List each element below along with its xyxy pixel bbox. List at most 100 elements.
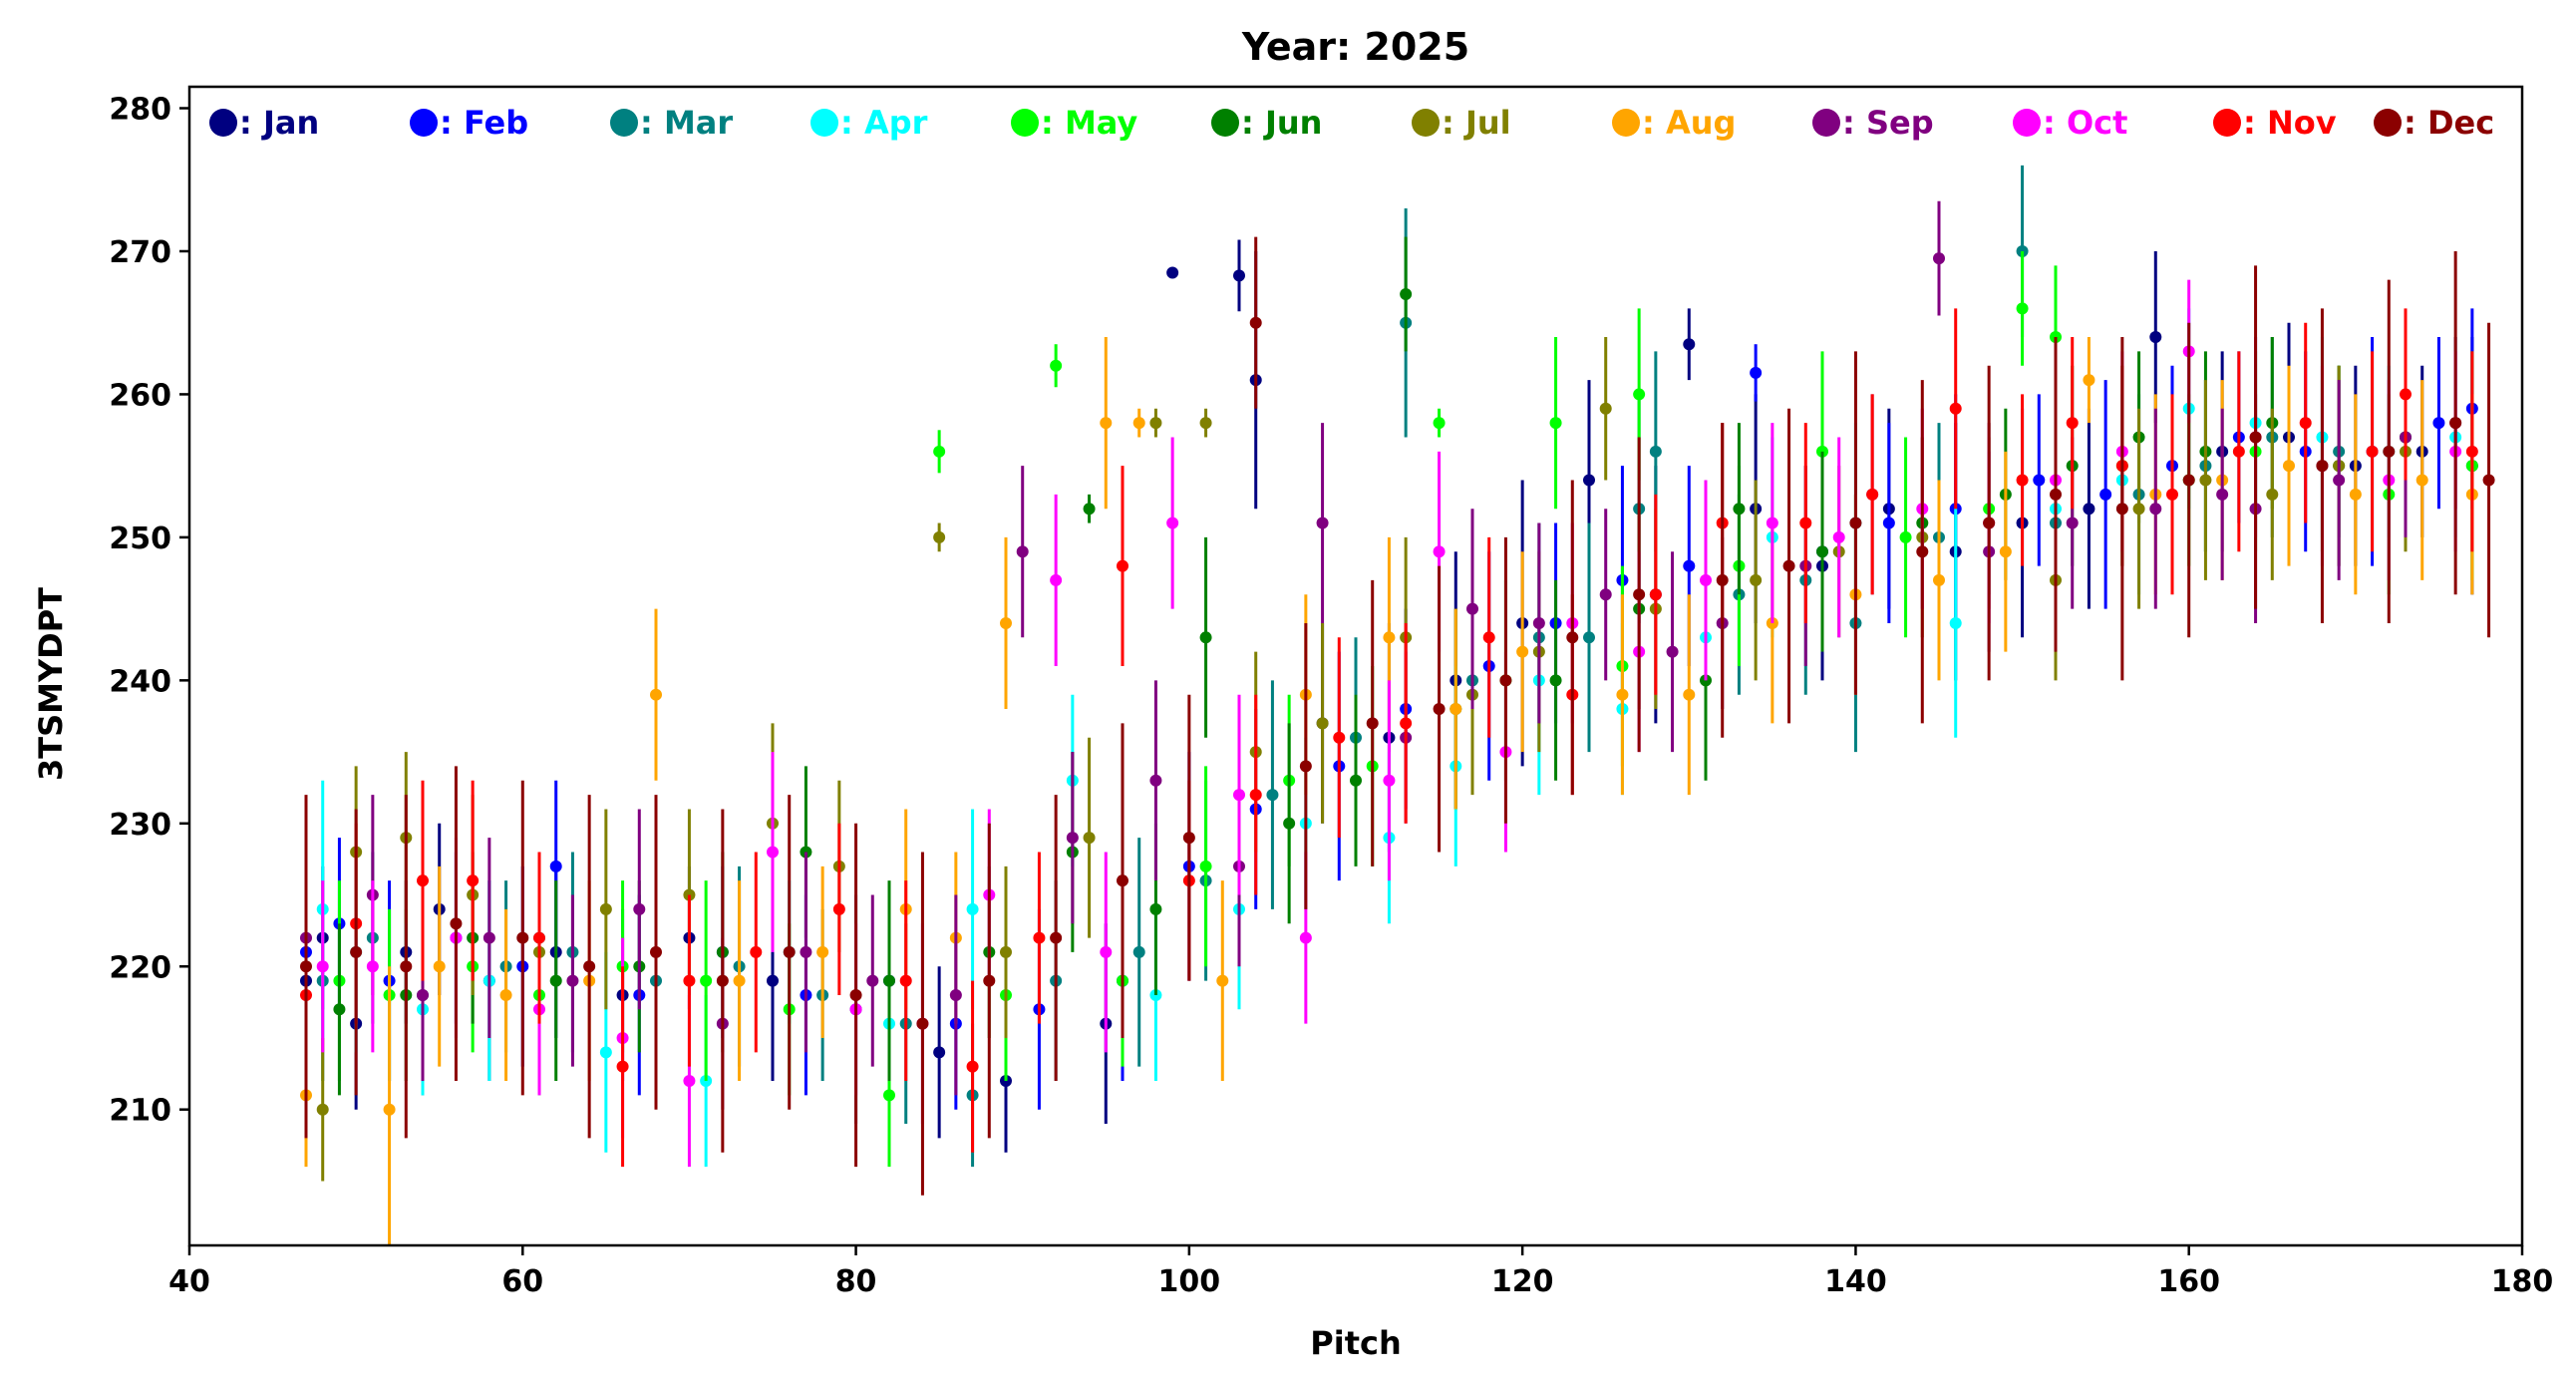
data-point [1433, 417, 1446, 430]
data-point [2083, 503, 2095, 516]
data-point [1083, 832, 1096, 845]
x-tick-label: 80 [835, 1264, 877, 1299]
data-point [1333, 731, 1346, 744]
data-point [549, 860, 562, 872]
data-point [2066, 417, 2079, 430]
data-point [1182, 832, 1195, 845]
data-point [1949, 402, 1962, 415]
legend-marker [1612, 109, 1640, 137]
legend-marker [1812, 109, 1840, 137]
data-point [1532, 616, 1545, 629]
series-jul [316, 337, 2412, 1182]
data-point [1050, 359, 1063, 372]
data-point [2166, 488, 2178, 501]
data-point [933, 445, 946, 458]
data-point [1949, 616, 1962, 629]
data-point [866, 974, 879, 987]
y-tick-label: 220 [109, 950, 171, 985]
data-point [1132, 417, 1145, 430]
data-point [300, 960, 312, 973]
legend-item: : Jul [1412, 104, 1511, 142]
legend-item: : Jan [209, 104, 319, 142]
data-point [1433, 545, 1446, 558]
data-point [1283, 817, 1296, 830]
data-point [1199, 417, 1212, 430]
data-point [1149, 902, 1162, 915]
data-point [1933, 252, 1945, 265]
data-point [1849, 517, 1862, 529]
data-point [700, 974, 713, 987]
x-tick-label: 40 [168, 1264, 210, 1299]
x-tick-label: 120 [1491, 1264, 1554, 1299]
legend-marker [2374, 109, 2402, 137]
data-point [783, 945, 796, 958]
data-point [1549, 417, 1562, 430]
data-point [1733, 503, 1746, 516]
data-point [1616, 688, 1629, 701]
data-point [1316, 517, 1329, 529]
data-point [1433, 703, 1446, 716]
data-point [2266, 488, 2279, 501]
data-point [2115, 503, 2128, 516]
legend-label: : Jun [1241, 104, 1322, 142]
data-point [2249, 431, 2262, 444]
data-point [1233, 269, 1245, 282]
data-point [616, 1060, 629, 1073]
data-point [1366, 717, 1379, 730]
data-point [800, 945, 812, 958]
legend-item: : Dec [2374, 104, 2494, 142]
data-point [1633, 588, 1646, 601]
data-point [1832, 530, 1845, 543]
data-point [832, 902, 845, 915]
legend-item: : Jun [1211, 104, 1322, 142]
data-point [1383, 631, 1396, 644]
data-point [1132, 945, 1145, 958]
data-point [1816, 545, 1828, 558]
chart-title: Year: 2025 [1241, 25, 1469, 69]
data-point [1299, 760, 1312, 773]
data-point [2149, 331, 2162, 344]
data-point [2366, 445, 2379, 458]
series-sep [300, 200, 2462, 1110]
data-point [2400, 388, 2412, 401]
data-point [1299, 931, 1312, 944]
data-point [1716, 573, 1729, 586]
data-point [1499, 674, 1512, 687]
data-point [2066, 517, 2079, 529]
legend-label: : Feb [440, 104, 528, 142]
legend-label: : Oct [2043, 104, 2127, 142]
data-point [599, 1046, 612, 1059]
data-point [1117, 559, 1128, 572]
plot-frame [187, 85, 2524, 1247]
legend-item: : Sep [1812, 104, 1934, 142]
data-point [1599, 402, 1612, 415]
data-point [2033, 474, 2046, 487]
data-point [533, 931, 545, 944]
data-point [549, 974, 562, 987]
data-point [1199, 631, 1212, 644]
data-point [417, 874, 429, 887]
data-point [1249, 316, 1262, 329]
data-point [1666, 645, 1679, 658]
legend-marker [1412, 109, 1440, 137]
data-point [1216, 974, 1229, 987]
legend-item: : Apr [810, 104, 928, 142]
y-tick-label: 280 [109, 93, 171, 128]
data-point [1882, 517, 1895, 529]
data-point [1016, 545, 1029, 558]
x-axis-label: Pitch [1310, 1324, 1401, 1362]
data-point [1400, 717, 1413, 730]
data-point [1899, 530, 1912, 543]
data-point [1782, 559, 1795, 572]
data-point [499, 988, 512, 1001]
data-point [1649, 445, 1662, 458]
data-point [316, 960, 329, 973]
legend-marker [1211, 109, 1239, 137]
data-point [1583, 474, 1595, 487]
legend-label: : Apr [840, 104, 928, 142]
data-point [2383, 445, 2396, 458]
data-point [1249, 789, 1262, 802]
data-point [417, 988, 429, 1001]
y-tick-label: 240 [109, 664, 171, 699]
